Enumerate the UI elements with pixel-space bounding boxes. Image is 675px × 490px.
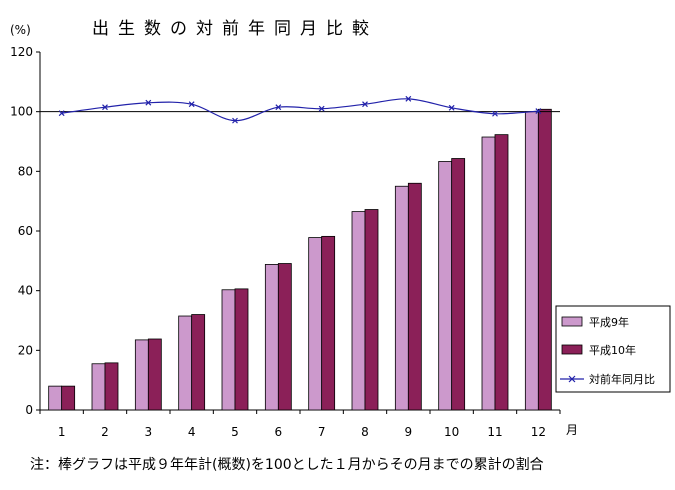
- x-tick-label: 11: [487, 425, 502, 439]
- legend-marker: [568, 375, 576, 383]
- ratio-point: [188, 101, 195, 108]
- bar: [147, 338, 162, 411]
- ratio-point: [102, 104, 108, 111]
- bar: [524, 111, 539, 411]
- bar: [234, 288, 249, 411]
- bar: [277, 263, 292, 411]
- bar: [537, 108, 552, 411]
- bar: [438, 161, 453, 411]
- ratio-point: [232, 117, 238, 124]
- bar: [264, 264, 279, 411]
- bar: [394, 185, 409, 411]
- y-tick-label: 0: [25, 403, 33, 417]
- legend-label: 対前年同月比: [589, 372, 655, 386]
- x-tick-label: 9: [405, 425, 413, 439]
- x-tick-label: 2: [101, 425, 109, 439]
- x-tick-label: 12: [531, 425, 546, 439]
- y-tick-label: 80: [18, 164, 33, 178]
- ratio-point: [145, 99, 152, 106]
- x-tick-label: 3: [145, 425, 153, 439]
- bar: [61, 385, 76, 411]
- bar: [494, 134, 509, 411]
- legend-swatch: [561, 316, 583, 327]
- chart-footnote: 注：棒グラフは平成９年年計(概数)を100とした１月からその月までの累計の割合: [30, 457, 544, 473]
- x-tick-label: 4: [188, 425, 196, 439]
- bar: [178, 315, 193, 411]
- bar: [48, 385, 63, 411]
- bar: [308, 237, 323, 411]
- x-axis-label: 月: [566, 423, 578, 437]
- chart-title: 出生数の対前年同月比較: [92, 19, 378, 39]
- ratio-point: [58, 110, 65, 117]
- x-tick-label: 1: [58, 425, 66, 439]
- y-tick-label: 100: [10, 105, 33, 119]
- ratio-line: [61, 98, 539, 122]
- ratio-point: [362, 101, 368, 108]
- bar: [364, 209, 379, 411]
- x-tick-label: 5: [231, 425, 239, 439]
- ratio-point: [492, 110, 498, 117]
- x-tick-label: 8: [361, 425, 369, 439]
- bar: [134, 339, 149, 411]
- bar: [321, 235, 336, 411]
- y-axis-label: (%): [10, 23, 31, 37]
- bar: [104, 362, 119, 411]
- ratio-point: [448, 104, 455, 111]
- legend-label: 平成10年: [589, 343, 636, 357]
- x-tick-label: 7: [318, 425, 326, 439]
- ratio-point: [318, 105, 325, 112]
- y-tick-label: 120: [10, 45, 33, 59]
- bar: [481, 136, 496, 411]
- y-tick-label: 40: [18, 284, 33, 298]
- x-tick-label: 6: [275, 425, 283, 439]
- bar: [407, 182, 422, 411]
- legend-label: 平成9年: [589, 315, 629, 329]
- x-tick-label: 10: [444, 425, 459, 439]
- legend-swatch: [561, 344, 583, 355]
- y-tick-label: 60: [18, 224, 33, 238]
- bar: [451, 158, 466, 411]
- y-tick-label: 20: [18, 343, 33, 357]
- ratio-point: [405, 95, 412, 102]
- bar: [221, 289, 236, 411]
- bar: [351, 211, 366, 411]
- bar: [191, 314, 206, 411]
- ratio-point: [535, 108, 542, 114]
- bar: [91, 363, 106, 411]
- ratio-point: [275, 104, 282, 111]
